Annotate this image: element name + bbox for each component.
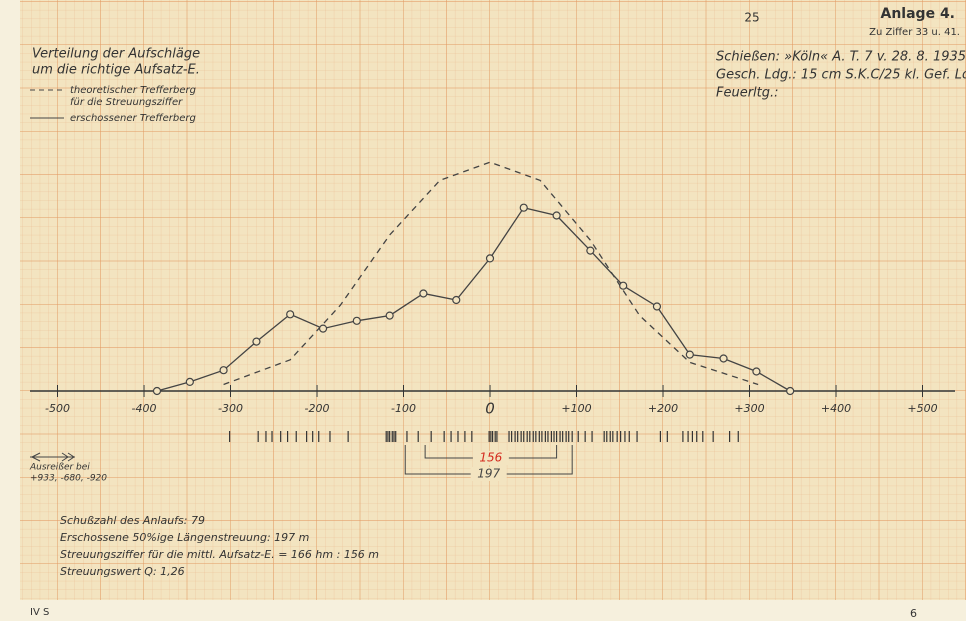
x-tick-label: +400 [821, 402, 851, 415]
note: Streuungswert Q: 1,26 [60, 565, 185, 578]
data-point [252, 337, 261, 346]
x-tick-label: +200 [648, 402, 678, 415]
x-tick-label: -200 [305, 402, 330, 415]
note: Streuungsziffer für die mittl. Aufsatz-E… [60, 548, 379, 561]
legend-label: für die Streuungsziffer [70, 97, 183, 108]
x-tick-label: +100 [561, 402, 591, 415]
reference: Zu Ziffer 33 u. 41. [869, 27, 960, 38]
outlier-arrow [30, 452, 75, 462]
x-tick-label: -300 [218, 402, 243, 415]
chart-title: um die richtige Aufsatz-E. [32, 63, 200, 78]
note: Schußzahl des Anlaufs: 79 [60, 514, 205, 527]
x-tick-label: +500 [907, 402, 937, 415]
note: Erschossene 50%ige Längenstreuung: 197 m [60, 531, 309, 544]
data-point [185, 377, 194, 386]
data-point [552, 211, 561, 220]
x-tick-label: -100 [391, 402, 416, 415]
spread-label-bg [470, 467, 507, 481]
chart-info: Schießen: »Köln« A. T. 7 v. 28. 8. 1935 [716, 50, 966, 65]
spread-label-bg [472, 451, 509, 465]
page-number: 25 [744, 11, 759, 25]
data-point [652, 302, 662, 311]
x-tick-label: -400 [132, 402, 157, 415]
data-point [318, 324, 328, 333]
data-point [786, 386, 795, 396]
data-point [152, 386, 162, 396]
data-point [685, 350, 694, 359]
outlier-note: Ausreißer bei [29, 463, 90, 473]
data-point [352, 316, 361, 325]
x-tick-label: 0 [485, 400, 495, 418]
chart-title: Verteilung der Aufschläge [32, 47, 200, 62]
data-point [286, 310, 295, 319]
data-point [519, 203, 528, 212]
data-point [485, 254, 495, 263]
chart-info: Feuerltg.: [716, 86, 779, 101]
spread-label: 156 [479, 451, 502, 465]
annex: Anlage 4. [881, 6, 956, 22]
data-point [385, 311, 394, 320]
data-point [419, 289, 428, 298]
data-point [452, 295, 461, 305]
footer-left: IV S [30, 607, 49, 618]
data-point [752, 367, 761, 376]
chart-info: Gesch. Ldg.: 15 cm S.K.C/25 kl. Gef. Ldg… [716, 68, 966, 83]
legend-label: erschossener Trefferberg [70, 113, 196, 124]
x-tick-label: -500 [45, 402, 70, 415]
data-point [719, 354, 728, 363]
series-line [156, 206, 791, 392]
x-tick-label: +300 [734, 402, 764, 415]
bold-grid [20, 0, 966, 600]
spread-label: 197 [477, 467, 500, 481]
footer-right: 6 [910, 607, 917, 620]
data-point [586, 246, 595, 255]
legend-label: theoretischer Trefferberg [70, 85, 196, 96]
outlier-note: +933, -680, -920 [30, 474, 107, 484]
data-point [219, 366, 228, 375]
data-point [619, 281, 628, 290]
